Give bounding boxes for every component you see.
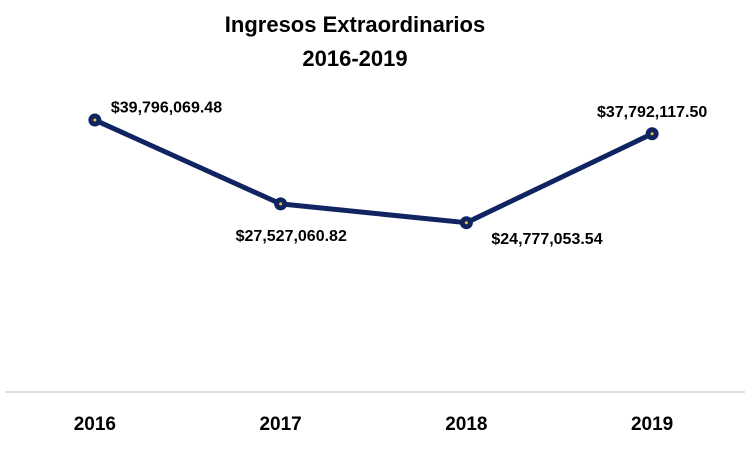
data-label: $39,796,069.48 (111, 99, 222, 116)
line (93, 117, 654, 226)
data-label: $24,777,053.54 (491, 231, 602, 248)
marker-center (279, 202, 283, 206)
x-tick-label: 2017 (259, 414, 301, 435)
marker-center (650, 132, 654, 136)
chart-title: Ingresos Extraordinarios (225, 12, 485, 37)
data-label: $37,792,117.50 (597, 104, 707, 121)
x-tick-label: 2018 (445, 414, 487, 435)
chart-subtitle: 2016-2019 (302, 46, 407, 71)
x-tick-label: 2016 (74, 414, 116, 435)
marker-center (93, 118, 97, 122)
marker-center (464, 221, 468, 225)
x-tick-label: 2019 (631, 414, 673, 435)
data-label: $27,527,060.82 (236, 228, 347, 245)
